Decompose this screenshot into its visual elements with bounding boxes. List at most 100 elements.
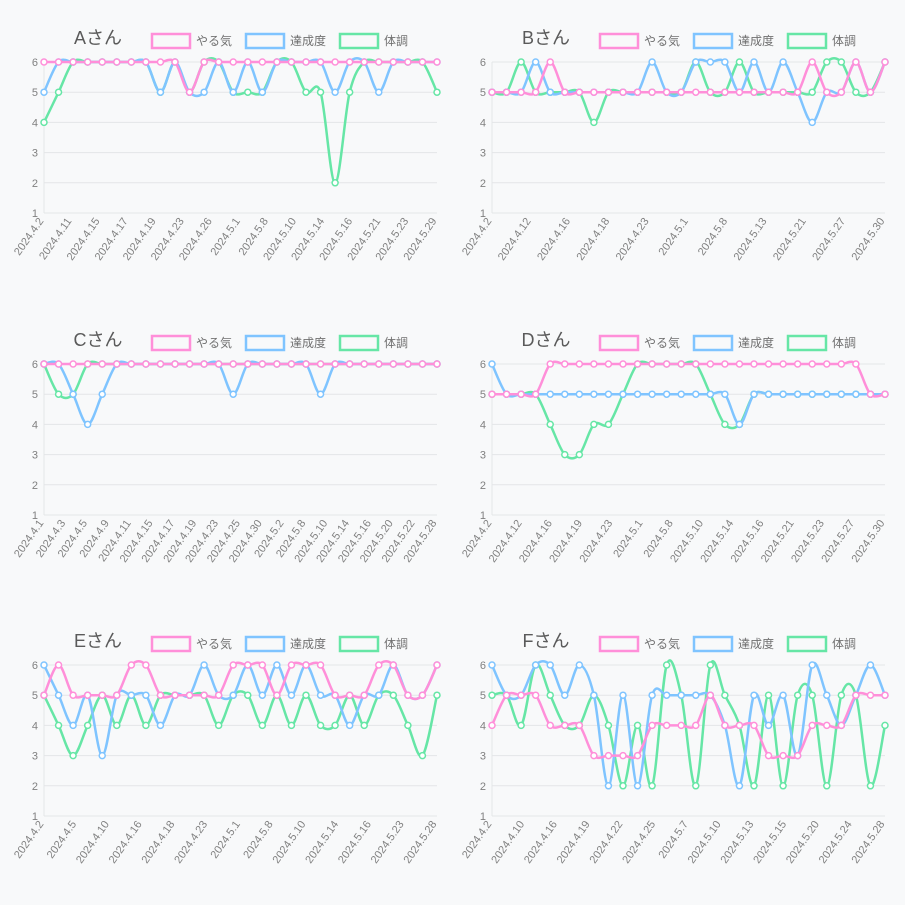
series-marker-tassei [288,693,294,699]
series-marker-yaruki [157,59,163,65]
series-marker-tassei [634,783,640,789]
legend-label-yaruki[interactable]: やる気 [644,33,680,48]
series-marker-tassei [794,391,800,397]
legend-swatch-yaruki[interactable] [600,336,638,350]
series-marker-yaruki [56,662,62,668]
legend-swatch-taicho[interactable] [340,336,378,350]
series-marker-tassei [590,693,596,699]
legend-swatch-tassei[interactable] [246,336,284,350]
series-marker-yaruki [376,361,382,367]
series-marker-taicho [56,89,62,95]
series-marker-tassei [721,391,727,397]
legend-swatch-taicho[interactable] [788,336,826,350]
chart-title: Fさん [522,631,569,651]
series-marker-tassei [823,391,829,397]
series-marker-yaruki [867,89,873,95]
series-marker-yaruki [707,693,713,699]
series-marker-tassei [70,723,76,729]
page: 1234562024.4.22024.4.112024.4.152024.4.1… [0,0,905,905]
legend-swatch-yaruki[interactable] [600,34,638,48]
legend-label-yaruki[interactable]: やる気 [196,636,232,651]
y-tick-label: 6 [479,57,485,69]
series-marker-tassei [318,693,324,699]
series-marker-yaruki [143,59,149,65]
series-marker-yaruki [503,693,509,699]
series-marker-tassei [605,783,611,789]
series-marker-yaruki [489,89,495,95]
legend-label-yaruki[interactable]: やる気 [644,335,680,350]
series-marker-yaruki [85,693,91,699]
series-marker-taicho [882,723,888,729]
series-marker-tassei [765,391,771,397]
legend-label-taicho[interactable]: 体調 [384,637,408,651]
legend-swatch-tassei[interactable] [694,336,732,350]
legend-label-yaruki[interactable]: やる気 [196,33,232,48]
series-marker-yaruki [590,89,596,95]
x-tick-label: 2024.5.1 [611,517,645,559]
legend-label-tassei[interactable]: 達成度 [290,636,326,651]
series-marker-tassei [751,693,757,699]
series-marker-yaruki [201,361,207,367]
chart-B: 1234562024.4.22024.4.122024.4.162024.4.1… [458,20,895,281]
series-marker-yaruki [605,753,611,759]
series-marker-yaruki [274,59,280,65]
series-marker-taicho [620,783,626,789]
legend-swatch-yaruki[interactable] [600,637,638,651]
series-marker-yaruki [390,662,396,668]
legend-label-tassei[interactable]: 達成度 [290,335,326,350]
legend-label-taicho[interactable]: 体調 [384,34,408,48]
series-marker-yaruki [882,693,888,699]
legend-label-taicho[interactable]: 体調 [832,34,856,48]
series-marker-taicho [634,723,640,729]
series-marker-yaruki [532,693,538,699]
series-marker-tassei [41,89,47,95]
series-marker-tassei [70,391,76,397]
series-marker-yaruki [245,59,251,65]
legend-swatch-taicho[interactable] [788,34,826,48]
legend-swatch-yaruki[interactable] [152,34,190,48]
legend-label-tassei[interactable]: 達成度 [290,33,326,48]
series-marker-yaruki [157,361,163,367]
legend-swatch-tassei[interactable] [694,637,732,651]
series-marker-taicho [649,783,655,789]
panel-E: 1234562024.4.22024.4.52024.4.102024.4.16… [10,623,448,885]
series-marker-taicho [70,753,76,759]
series-marker-tassei [751,391,757,397]
series-marker-yaruki [318,361,324,367]
series-marker-taicho [216,723,222,729]
series-marker-taicho [663,662,669,668]
legend-swatch-tassei[interactable] [246,34,284,48]
y-tick-label: 3 [32,148,38,160]
y-tick-label: 2 [479,178,485,190]
series-marker-yaruki [172,693,178,699]
legend-label-tassei[interactable]: 達成度 [738,33,774,48]
series-marker-yaruki [288,662,294,668]
series-marker-tassei [663,391,669,397]
series-marker-tassei [547,391,553,397]
series-marker-taicho [245,693,251,699]
series-marker-yaruki [216,361,222,367]
series-marker-yaruki [41,59,47,65]
legend-swatch-tassei[interactable] [694,34,732,48]
legend-swatch-taicho[interactable] [340,637,378,651]
legend-label-tassei[interactable]: 達成度 [738,335,774,350]
legend-label-taicho[interactable]: 体調 [832,637,856,651]
series-marker-tassei [128,693,134,699]
legend-label-tassei[interactable]: 達成度 [738,636,774,651]
legend-swatch-taicho[interactable] [788,637,826,651]
series-marker-taicho [823,783,829,789]
legend-swatch-taicho[interactable] [340,34,378,48]
legend-swatch-yaruki[interactable] [152,336,190,350]
legend-label-taicho[interactable]: 体調 [832,336,856,350]
series-marker-yaruki [794,89,800,95]
series-marker-yaruki [187,693,193,699]
series-marker-yaruki [852,59,858,65]
series-marker-taicho [405,723,411,729]
legend-label-yaruki[interactable]: やる気 [644,636,680,651]
chart-title: Eさん [74,631,122,651]
legend-swatch-yaruki[interactable] [152,637,190,651]
legend-label-taicho[interactable]: 体調 [384,336,408,350]
legend-label-yaruki[interactable]: やる気 [196,335,232,350]
legend-swatch-tassei[interactable] [246,637,284,651]
series-marker-yaruki [794,753,800,759]
